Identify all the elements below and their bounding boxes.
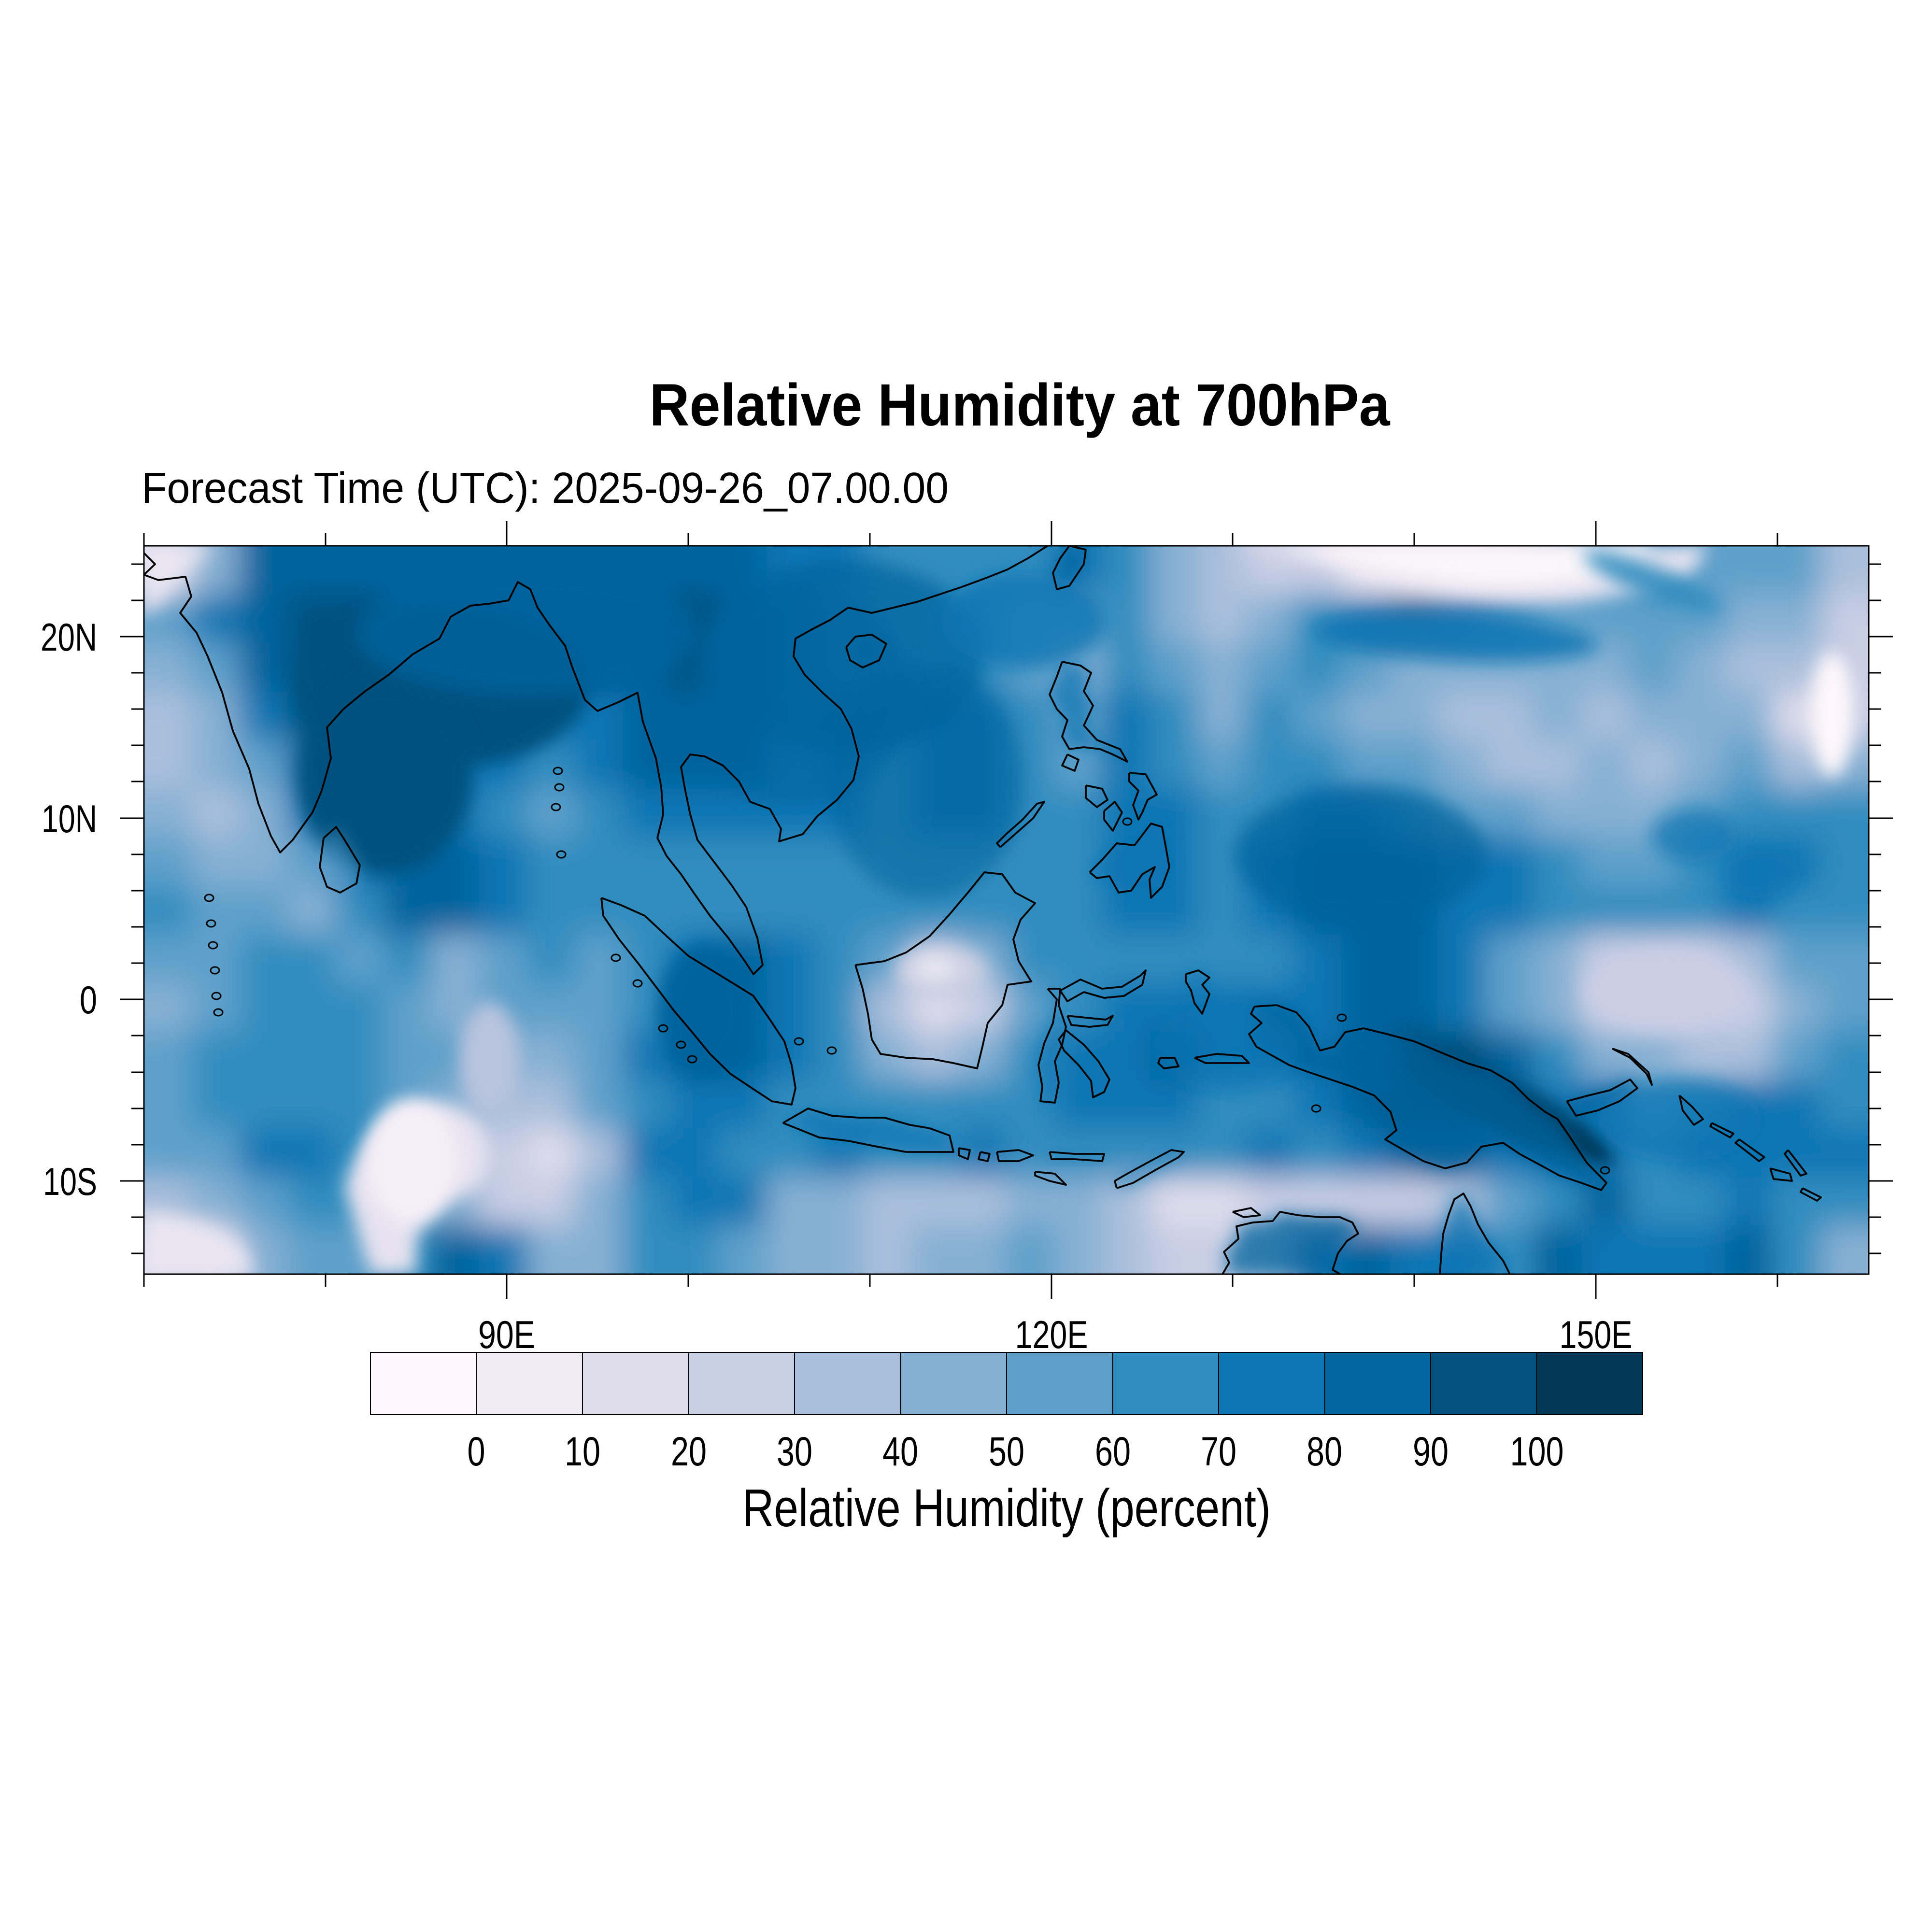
svg-text:90E: 90E bbox=[478, 1313, 535, 1357]
svg-text:70: 70 bbox=[1201, 1429, 1236, 1474]
svg-text:20N: 20N bbox=[41, 616, 97, 659]
svg-text:0: 0 bbox=[468, 1429, 485, 1474]
svg-text:20: 20 bbox=[671, 1429, 707, 1474]
svg-text:10S: 10S bbox=[43, 1160, 97, 1204]
svg-text:Relative Humidity at 700hPa: Relative Humidity at 700hPa bbox=[650, 372, 1391, 439]
svg-text:Relative Humidity (percent): Relative Humidity (percent) bbox=[742, 1478, 1271, 1538]
svg-text:100: 100 bbox=[1510, 1429, 1564, 1474]
svg-text:0: 0 bbox=[80, 979, 97, 1022]
svg-text:120E: 120E bbox=[1015, 1313, 1088, 1357]
svg-text:90: 90 bbox=[1413, 1429, 1449, 1474]
svg-text:150E: 150E bbox=[1560, 1313, 1633, 1357]
svg-text:50: 50 bbox=[989, 1429, 1024, 1474]
svg-text:80: 80 bbox=[1307, 1429, 1342, 1474]
svg-text:60: 60 bbox=[1095, 1429, 1131, 1474]
svg-text:10: 10 bbox=[565, 1429, 600, 1474]
svg-text:30: 30 bbox=[777, 1429, 812, 1474]
svg-text:Forecast Time (UTC): 2025-09-2: Forecast Time (UTC): 2025-09-26_07.00.00 bbox=[142, 464, 949, 512]
svg-text:10N: 10N bbox=[42, 797, 97, 841]
svg-text:40: 40 bbox=[882, 1429, 918, 1474]
